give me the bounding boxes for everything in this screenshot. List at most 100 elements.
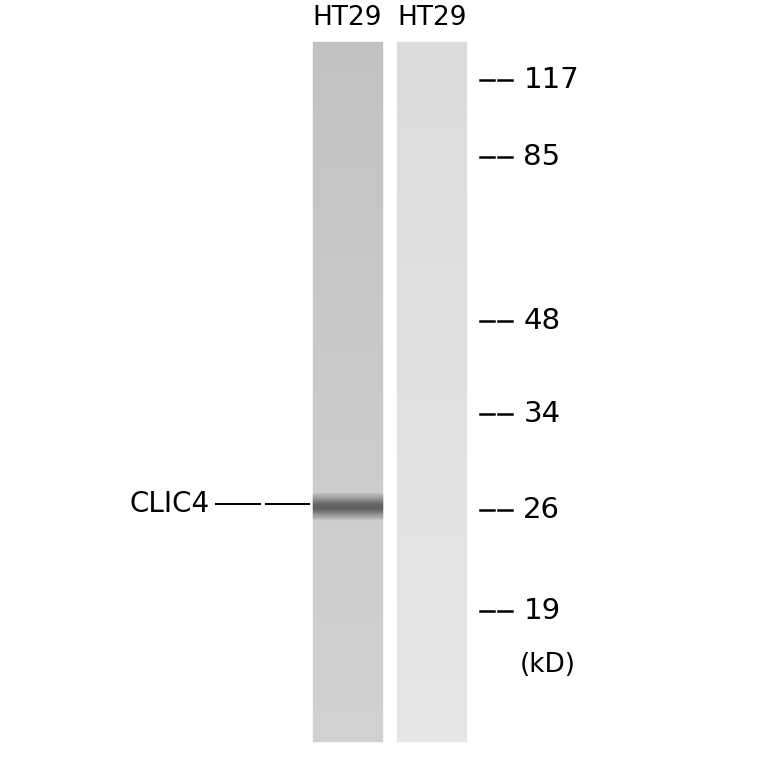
Bar	[313, 383, 382, 392]
Bar	[313, 461, 382, 470]
Bar	[397, 619, 466, 627]
Bar	[313, 418, 382, 426]
Bar	[397, 322, 466, 330]
Text: 117: 117	[523, 66, 579, 94]
Text: 48: 48	[523, 307, 561, 335]
Text: 19: 19	[523, 597, 561, 625]
Bar	[313, 86, 382, 95]
Bar	[397, 138, 466, 147]
Bar	[313, 688, 382, 698]
Bar	[313, 339, 382, 348]
Bar	[313, 523, 382, 532]
Text: HT29: HT29	[313, 5, 382, 31]
Bar	[397, 680, 466, 688]
Bar	[397, 182, 466, 190]
Bar	[313, 156, 382, 164]
Bar	[397, 470, 466, 479]
Bar	[397, 208, 466, 217]
Bar	[397, 95, 466, 103]
Bar	[397, 243, 466, 252]
Bar	[313, 400, 382, 409]
Text: HT29: HT29	[397, 5, 466, 31]
Bar	[313, 662, 382, 672]
Bar	[313, 715, 382, 724]
Bar	[397, 190, 466, 199]
Bar	[397, 374, 466, 383]
Bar	[313, 243, 382, 252]
Bar	[313, 313, 382, 322]
Bar	[397, 77, 466, 86]
Text: 34: 34	[523, 400, 561, 428]
Bar	[313, 217, 382, 225]
Bar	[397, 540, 466, 549]
Bar	[313, 453, 382, 461]
Bar	[397, 330, 466, 339]
Bar	[313, 514, 382, 523]
Bar	[313, 357, 382, 365]
Bar	[397, 662, 466, 672]
Bar	[397, 365, 466, 374]
Bar	[397, 505, 466, 514]
Bar	[313, 558, 382, 566]
Bar	[313, 435, 382, 444]
Bar	[397, 304, 466, 313]
Bar	[313, 164, 382, 173]
Bar	[313, 68, 382, 77]
Bar	[313, 470, 382, 479]
Bar	[397, 584, 466, 593]
Bar	[397, 523, 466, 532]
Bar	[313, 698, 382, 706]
Bar	[313, 129, 382, 138]
Bar	[397, 688, 466, 698]
Bar	[397, 400, 466, 409]
Bar	[397, 225, 466, 235]
Bar	[397, 313, 466, 322]
Bar	[313, 540, 382, 549]
Bar	[397, 715, 466, 724]
Bar	[397, 733, 466, 741]
Bar	[313, 610, 382, 619]
Bar	[397, 566, 466, 575]
Bar	[313, 426, 382, 435]
Bar	[397, 339, 466, 348]
Bar	[397, 558, 466, 566]
Bar	[397, 593, 466, 601]
Bar	[397, 724, 466, 733]
Bar	[313, 409, 382, 418]
Bar	[397, 418, 466, 426]
Bar	[397, 409, 466, 418]
Bar	[397, 269, 466, 278]
Bar	[313, 95, 382, 103]
Bar	[313, 549, 382, 558]
Bar	[313, 42, 382, 50]
Bar	[397, 479, 466, 487]
Bar	[313, 706, 382, 715]
Bar	[313, 138, 382, 147]
Bar	[397, 252, 466, 261]
Bar	[397, 235, 466, 243]
Bar	[397, 487, 466, 497]
Bar	[313, 654, 382, 662]
Bar	[397, 42, 466, 50]
Bar	[397, 383, 466, 392]
Bar	[397, 103, 466, 112]
Text: 85: 85	[523, 143, 561, 170]
Bar	[397, 86, 466, 95]
Bar	[397, 129, 466, 138]
Bar	[313, 173, 382, 182]
Bar	[313, 322, 382, 330]
Bar	[397, 348, 466, 357]
Bar	[313, 286, 382, 296]
Text: 26: 26	[523, 497, 560, 524]
Bar	[397, 698, 466, 706]
Bar	[313, 112, 382, 121]
Bar	[397, 636, 466, 645]
Bar	[397, 296, 466, 304]
Bar	[313, 444, 382, 453]
Bar	[313, 619, 382, 627]
Bar	[397, 514, 466, 523]
Bar	[313, 645, 382, 654]
Bar	[313, 584, 382, 593]
Bar	[313, 147, 382, 156]
Bar	[397, 112, 466, 121]
